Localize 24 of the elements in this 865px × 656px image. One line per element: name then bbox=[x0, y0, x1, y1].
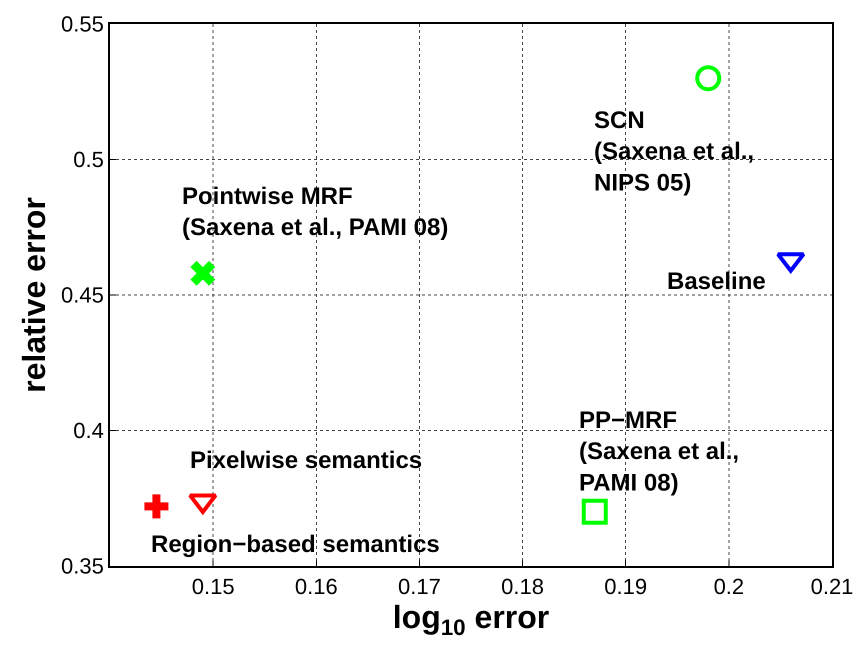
y-tick-label: 0.35 bbox=[61, 554, 104, 579]
series-label: Region−based semantics bbox=[151, 531, 440, 558]
y-axis-title: relative error bbox=[16, 197, 52, 393]
series-label: SCN (Saxena et al., NIPS 05) bbox=[594, 107, 754, 196]
series-label: Baseline bbox=[667, 268, 766, 295]
x-tick-label: 0.16 bbox=[294, 574, 338, 600]
series-label: Pointwise MRF (Saxena et al., PAMI 08) bbox=[182, 183, 448, 242]
y-tick-label: 0.4 bbox=[73, 418, 104, 444]
x-tick-label: 0.15 bbox=[192, 574, 235, 600]
point bbox=[190, 260, 216, 286]
y-tick-label: 0.5 bbox=[73, 147, 104, 172]
x-tick-label: 0.17 bbox=[398, 574, 441, 600]
point bbox=[695, 65, 722, 92]
point bbox=[582, 498, 608, 525]
y-tick-label: 0.45 bbox=[61, 282, 104, 308]
x-tick-label: 0.18 bbox=[501, 574, 544, 600]
series-label: PP−MRF (Saxena et al., PAMI 08) bbox=[579, 407, 740, 496]
series-label: Pixelwise semantics bbox=[190, 447, 422, 474]
x-axis-title: log$_{10}$ error bbox=[392, 599, 550, 640]
x-tick-label: 0.19 bbox=[604, 574, 648, 600]
x-tick-label: 0.21 bbox=[810, 574, 854, 600]
point bbox=[144, 494, 168, 518]
x-tick-label: 0.2 bbox=[714, 574, 744, 600]
y-tick-label: 0.55 bbox=[61, 12, 104, 37]
